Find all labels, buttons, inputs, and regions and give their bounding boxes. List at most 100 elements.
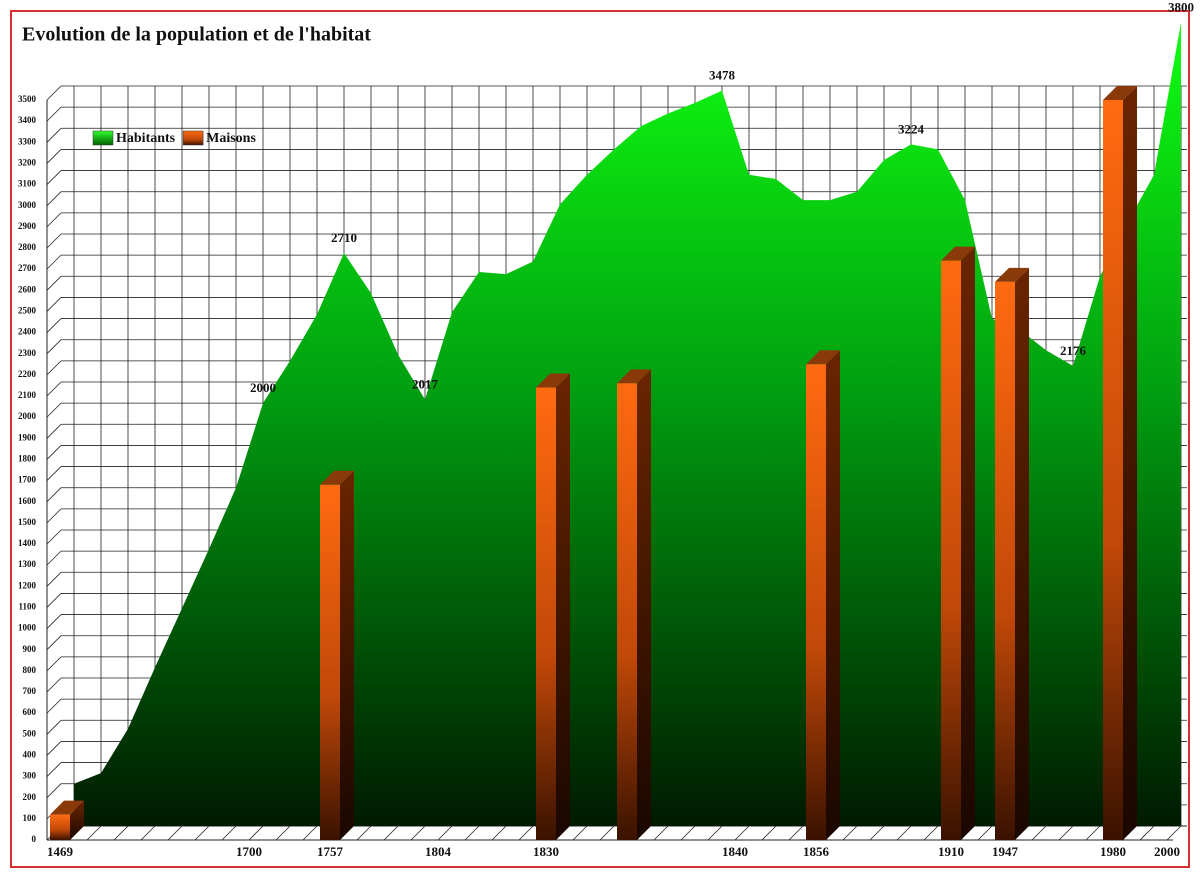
floor-line [275, 825, 291, 841]
bar-top [50, 800, 84, 815]
wall-line [46, 212, 62, 228]
y-tick-label: 2500 [18, 305, 37, 315]
wall-line [46, 677, 62, 693]
floor-line [194, 825, 210, 841]
y-tick-label: 0 [32, 834, 37, 844]
data-label: 2017 [412, 377, 439, 392]
wall-line [46, 381, 62, 397]
bar-side [340, 470, 354, 840]
x-tick-label: 1947 [992, 844, 1019, 859]
data-label: 2710 [331, 230, 357, 245]
bar-side [826, 350, 840, 840]
bar-side [556, 373, 570, 840]
y-tick-label: 2700 [18, 263, 37, 273]
wall-line [46, 191, 62, 206]
data-label: 3800 [1168, 0, 1194, 15]
data-label: 2176 [1060, 343, 1087, 358]
wall-line [46, 402, 62, 418]
y-tick-label: 100 [23, 813, 37, 823]
wall-line [46, 424, 62, 439]
wall-line [46, 529, 62, 545]
y-tick-label: 1100 [18, 601, 36, 611]
floor-line [1031, 825, 1047, 841]
floor-line [1085, 825, 1101, 841]
floor-line [383, 825, 399, 841]
data-label: 3478 [709, 68, 736, 83]
legend-swatch [92, 130, 114, 146]
floor-line [842, 825, 858, 841]
floor-line [977, 825, 993, 841]
wall-line [46, 720, 62, 735]
bar [995, 281, 1015, 840]
data-label: 3224 [898, 121, 925, 136]
floor-line [761, 825, 777, 841]
wall-line [46, 318, 62, 333]
wall-line [46, 635, 62, 650]
y-tick-label: 800 [23, 665, 37, 675]
y-tick-label: 1400 [18, 538, 37, 548]
wall-line [46, 297, 62, 312]
y-tick-label: 1300 [18, 559, 37, 569]
x-tick-label: 1856 [803, 844, 830, 859]
floor-line [167, 825, 183, 841]
y-tick-label: 2800 [18, 242, 37, 252]
floor-line [572, 825, 588, 841]
y-tick-label: 1900 [18, 432, 37, 442]
floor-line [1166, 825, 1182, 841]
floor-line [356, 825, 372, 841]
floor-line [86, 825, 102, 841]
wall-line [46, 783, 62, 798]
bar [1103, 100, 1123, 840]
bar-top [320, 470, 354, 485]
y-tick-label: 700 [23, 686, 37, 696]
bar-side [1015, 267, 1029, 840]
wall-line [46, 508, 62, 524]
x-tick-label: 1469 [47, 844, 74, 859]
floor-line [923, 825, 939, 841]
y-tick-label: 3200 [18, 157, 37, 167]
y-tick-label: 2300 [18, 348, 37, 358]
chart-title: Evolution de la population et de l'habit… [22, 24, 371, 46]
floor-line [680, 825, 696, 841]
y-tick-label: 400 [23, 749, 37, 759]
bar [617, 383, 637, 840]
y-tick-label: 300 [23, 771, 37, 781]
y-tick-label: 1500 [18, 517, 37, 527]
bar-side [70, 800, 84, 840]
y-tick-label: 3500 [18, 94, 37, 104]
floor-line [491, 825, 507, 841]
floor-line [410, 825, 426, 841]
y-tick-label: 500 [23, 728, 37, 738]
bar-side [961, 246, 975, 840]
wall-line [46, 550, 62, 566]
bar-side [637, 369, 651, 840]
floor-line [302, 825, 318, 841]
x-tick-label: 1910 [938, 844, 964, 859]
bar-top [941, 246, 975, 261]
y-tick-label: 3100 [18, 179, 37, 189]
floor-line [599, 825, 615, 841]
floor-line [248, 825, 264, 841]
wall-line [46, 254, 62, 270]
bar-top [806, 350, 840, 365]
floor-line [140, 825, 156, 841]
floor-line [113, 825, 129, 841]
floor-line [1058, 825, 1074, 841]
wall-line [46, 593, 62, 608]
x-tick-label: 1700 [236, 844, 262, 859]
floor-line [464, 825, 480, 841]
wall-line [46, 762, 62, 777]
y-tick-label: 1200 [18, 580, 37, 590]
floor-line [221, 825, 237, 841]
y-tick-label: 3400 [18, 115, 37, 125]
bar [320, 484, 340, 840]
y-tick-label: 2000 [18, 411, 37, 421]
legend-label: Maisons [206, 131, 256, 146]
wall-line [46, 741, 62, 756]
bar [50, 814, 70, 840]
floor-line [518, 825, 534, 841]
y-tick-label: 1600 [18, 496, 37, 506]
wall-line [46, 106, 62, 122]
bar [806, 364, 826, 840]
floor-line [707, 825, 723, 841]
